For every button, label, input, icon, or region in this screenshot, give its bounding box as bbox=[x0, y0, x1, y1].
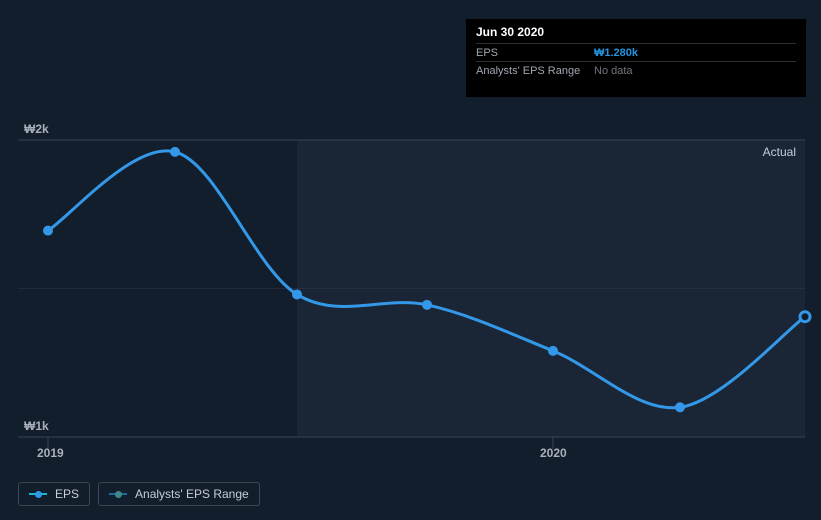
tooltip-row-eps: EPS ₩1.280k bbox=[476, 43, 796, 61]
legend-label-range: Analysts' EPS Range bbox=[135, 487, 249, 501]
legend-swatch-eps bbox=[29, 490, 47, 498]
tooltip-row-range: Analysts' EPS Range No data bbox=[476, 61, 796, 79]
tooltip-label-range: Analysts' EPS Range bbox=[476, 65, 594, 77]
tooltip-label-eps: EPS bbox=[476, 47, 594, 59]
legend-swatch-range bbox=[109, 490, 127, 498]
tooltip-value-eps: ₩1.280k bbox=[594, 47, 638, 59]
chart-tooltip: Jun 30 2020 EPS ₩1.280k Analysts' EPS Ra… bbox=[466, 19, 806, 97]
legend-item-range[interactable]: Analysts' EPS Range bbox=[98, 482, 260, 506]
chart-legend: EPS Analysts' EPS Range bbox=[18, 482, 260, 506]
x-tick-label-2019: 2019 bbox=[37, 446, 64, 460]
x-tick-label-2020: 2020 bbox=[540, 446, 567, 460]
actual-region-label: Actual bbox=[763, 145, 796, 159]
legend-label-eps: EPS bbox=[55, 487, 79, 501]
y-tick-label-2k: ₩2k bbox=[24, 122, 49, 136]
y-tick-label-1k: ₩1k bbox=[24, 419, 49, 433]
tooltip-date: Jun 30 2020 bbox=[476, 25, 796, 39]
legend-item-eps[interactable]: EPS bbox=[18, 482, 90, 506]
tooltip-value-range: No data bbox=[594, 65, 633, 77]
